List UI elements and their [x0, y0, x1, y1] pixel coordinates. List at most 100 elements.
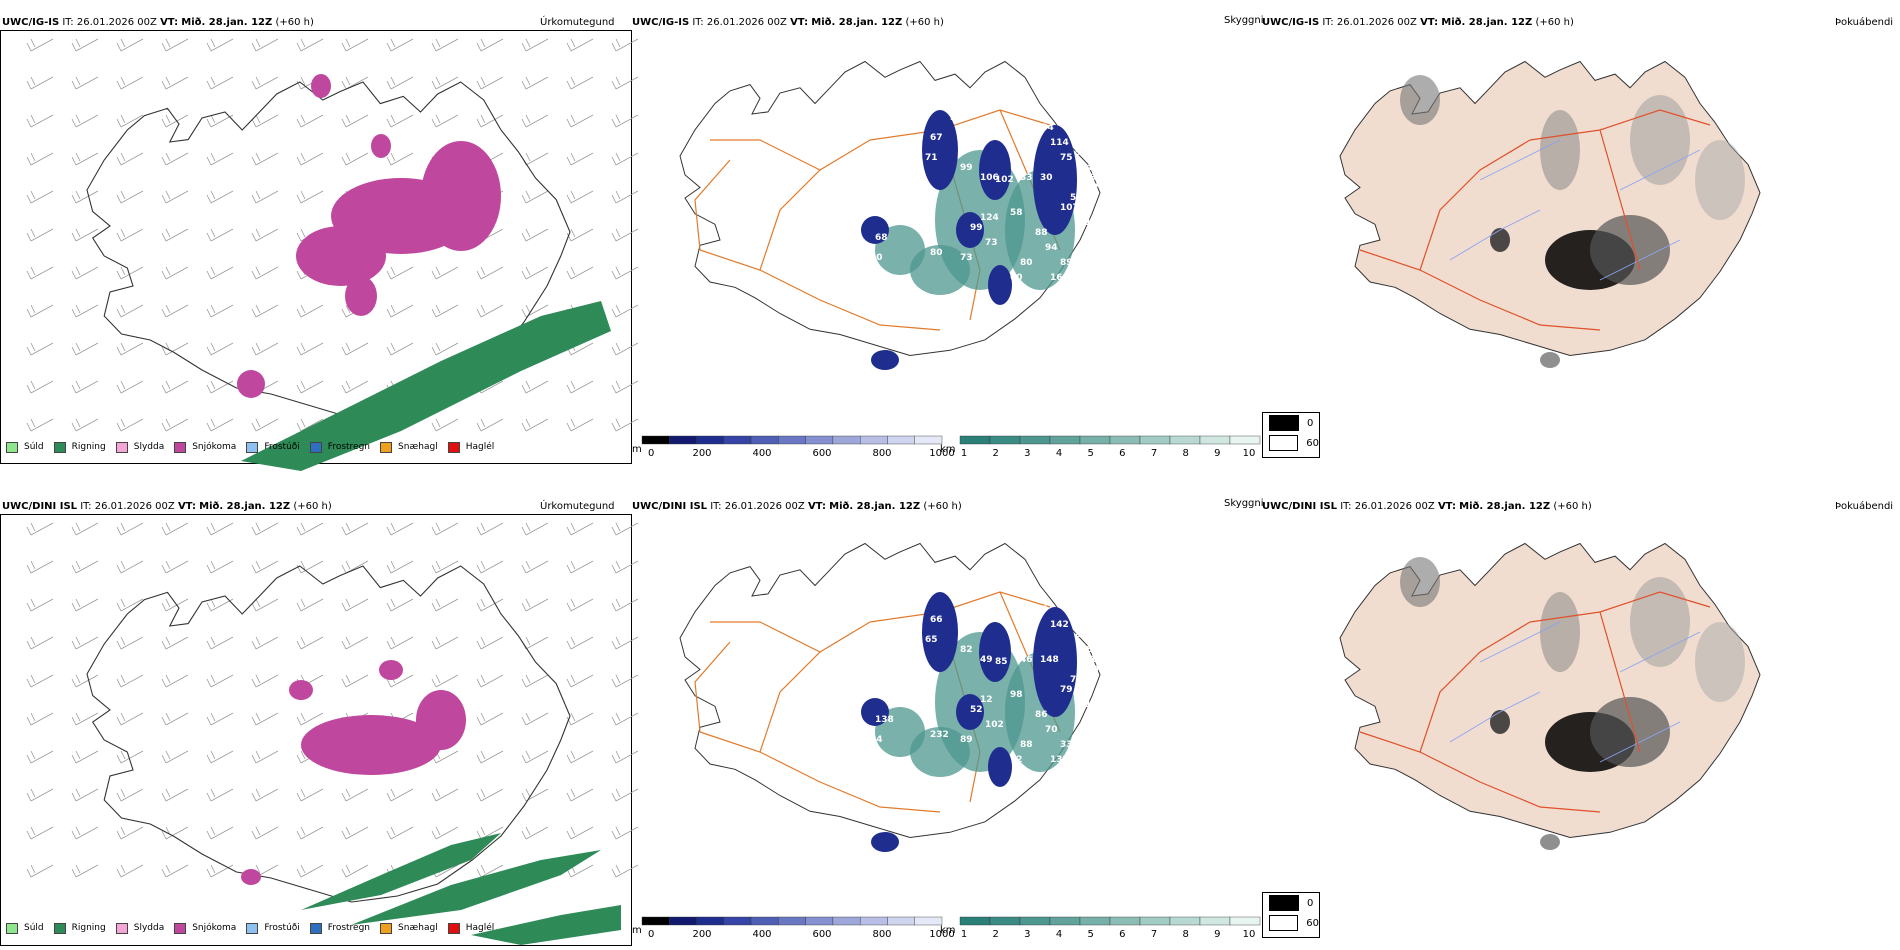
wind-barb	[206, 788, 234, 802]
wind-barb	[521, 266, 549, 280]
wind-barb	[26, 864, 54, 878]
precip-area	[323, 720, 359, 740]
wind-barb	[206, 522, 234, 536]
legend-swatch	[309, 441, 322, 453]
wind-barb	[251, 674, 279, 688]
wind-barb	[341, 152, 369, 166]
cloudbase-value: 62	[910, 600, 923, 610]
cloudbase-value: 52	[1070, 193, 1083, 203]
colorbar-cell	[1049, 435, 1081, 445]
wind-barb	[251, 750, 279, 764]
precip-area	[296, 226, 386, 286]
wind-barb	[296, 152, 324, 166]
colorbar-tick: 5	[1087, 448, 1093, 459]
wind-barb	[386, 76, 414, 90]
legend-label: Slydda	[133, 923, 165, 933]
wind-barb	[71, 864, 99, 878]
wind-barb	[206, 418, 234, 432]
colorbar-tick: 800	[872, 448, 891, 459]
wind-barb	[611, 228, 639, 242]
wind-barb	[26, 152, 54, 166]
top-precip-map	[0, 30, 639, 471]
wind-barb	[386, 304, 414, 318]
wind-barb	[476, 598, 504, 612]
cloudbase-area	[979, 140, 1011, 200]
cloudbase-area	[871, 832, 899, 852]
wind-barb	[26, 38, 54, 52]
wind-barb	[386, 522, 414, 536]
wind-barb	[71, 418, 99, 432]
legend-swatch	[115, 441, 128, 453]
precip-area	[241, 869, 261, 885]
colorbar-cell	[1139, 916, 1171, 926]
wind-barb	[251, 826, 279, 840]
wind-barb	[71, 266, 99, 280]
road-line	[759, 139, 871, 271]
legend-label: Rigning	[71, 442, 106, 452]
colorbar-cell	[805, 916, 834, 926]
wind-barb	[341, 380, 369, 394]
wind-barb	[251, 190, 279, 204]
wind-barb	[71, 560, 99, 574]
wind-barb	[206, 190, 234, 204]
legend-item: Haglél	[447, 922, 494, 934]
wind-barb	[116, 598, 144, 612]
wind-barb	[431, 674, 459, 688]
colorbar-tick: 800	[872, 929, 891, 940]
colorbar-cell	[914, 435, 943, 445]
precip-area	[421, 141, 501, 251]
iceland-land	[1339, 60, 1761, 357]
colorbar-cell	[641, 916, 670, 926]
wind-barb	[116, 788, 144, 802]
cloudbase-value: 58	[1010, 208, 1023, 218]
wind-barb	[26, 560, 54, 574]
wind-barb	[71, 826, 99, 840]
wind-barb	[116, 266, 144, 280]
wind-barb	[26, 750, 54, 764]
bottom-fog-title: UWC/DINI ISL IT: 26.01.2026 00Z VT: Mið.…	[1262, 501, 1592, 512]
wind-barb	[341, 522, 369, 536]
cloudbase-value: 13	[990, 795, 1003, 805]
top-precip-type-label: Úrkomutegund	[540, 17, 615, 28]
cloudbase-value: 101	[940, 103, 959, 113]
colorbar-cell	[723, 916, 752, 926]
wind-barb	[296, 380, 324, 394]
cloudbase-value: 48	[890, 373, 903, 383]
wind-barb	[566, 76, 594, 90]
wind-barb	[431, 636, 459, 650]
bottom-precip-map	[0, 514, 639, 946]
wind-barb	[206, 38, 234, 52]
colorbar-cell	[914, 916, 943, 926]
legend-item: Súld	[6, 441, 44, 453]
wind-barb	[521, 560, 549, 574]
wind-barb	[611, 598, 639, 612]
wind-barb	[26, 380, 54, 394]
fog-area	[1540, 834, 1560, 850]
wind-barb	[521, 76, 549, 90]
colorbar-cell	[1229, 916, 1261, 926]
fog-area	[1630, 577, 1690, 667]
legend-item: Snjókoma	[174, 441, 236, 453]
fog-area	[1540, 592, 1580, 672]
wind-barb	[431, 788, 459, 802]
cloudbase-value: 142	[1050, 620, 1069, 630]
wind-barb	[296, 304, 324, 318]
wind-barb	[116, 228, 144, 242]
wind-barb	[386, 266, 414, 280]
cloudbase-area	[861, 698, 889, 726]
road-line	[1529, 109, 1711, 141]
wind-barb	[71, 190, 99, 204]
colorbar-tick: 400	[752, 929, 771, 940]
top-fog-title: UWC/IG-IS IT: 26.01.2026 00Z VT: Mið. 28…	[1262, 17, 1574, 28]
colorbar-tick: 4	[1056, 448, 1062, 459]
legend-label: Frostúði	[264, 442, 300, 452]
precip-area	[379, 660, 403, 680]
wind-barb	[476, 418, 504, 432]
cloudbase-area	[922, 592, 958, 672]
cloudbase-value: 49	[980, 655, 993, 665]
legend-swatch	[447, 441, 460, 453]
colorbar-cell	[750, 916, 779, 926]
wind-barb	[26, 712, 54, 726]
wind-barb	[161, 788, 189, 802]
wind-barb	[431, 826, 459, 840]
